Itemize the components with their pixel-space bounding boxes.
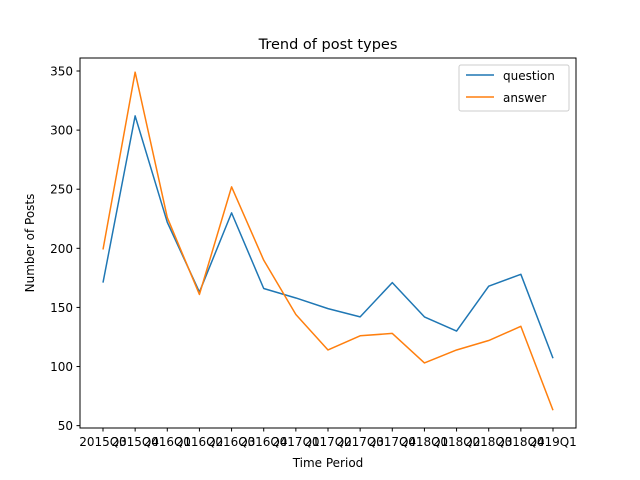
y-tick-label: 350	[50, 65, 73, 79]
x-tick-label: 2015Q4	[111, 435, 159, 449]
x-tick-label: 2019Q1	[529, 435, 577, 449]
series-line-question	[102, 115, 554, 359]
x-axis: 2015Q32015Q42016Q12016Q22016Q32016Q42017…	[79, 428, 577, 449]
x-tick-label: 2016Q2	[176, 435, 224, 449]
x-tick-label: 2016Q4	[240, 435, 288, 449]
plot-area	[102, 71, 554, 411]
series-line-answer	[102, 71, 554, 411]
legend-label-answer: answer	[503, 91, 546, 105]
x-tick-label: 2015Q3	[79, 435, 127, 449]
y-tick-label: 300	[50, 124, 73, 138]
legend-label-question: question	[503, 69, 555, 83]
x-tick-label: 2017Q4	[368, 435, 416, 449]
y-tick-label: 100	[50, 360, 73, 374]
x-tick-label: 2017Q3	[336, 435, 384, 449]
chart-title: Trend of post types	[258, 37, 398, 53]
x-tick-label: 2017Q1	[272, 435, 320, 449]
y-axis: 50 100 150 200 250 300 350	[50, 65, 80, 433]
x-tick-label: 2018Q3	[465, 435, 513, 449]
y-tick-label: 150	[50, 301, 73, 315]
x-tick-label: 2018Q2	[433, 435, 481, 449]
x-tick-label: 2016Q1	[143, 435, 191, 449]
y-tick-label: 50	[58, 419, 73, 433]
x-tick-label: 2016Q3	[208, 435, 256, 449]
x-axis-label: Time Period	[292, 456, 364, 470]
y-tick-label: 200	[50, 242, 73, 256]
x-tick-label: 2018Q1	[401, 435, 449, 449]
legend: question answer	[458, 64, 570, 112]
x-tick-label: 2018Q4	[497, 435, 545, 449]
legend-box	[458, 64, 570, 112]
x-tick-label: 2017Q2	[304, 435, 352, 449]
y-tick-label: 250	[50, 183, 73, 197]
y-axis-label: Number of Posts	[23, 194, 37, 293]
plot-frame	[79, 57, 577, 429]
